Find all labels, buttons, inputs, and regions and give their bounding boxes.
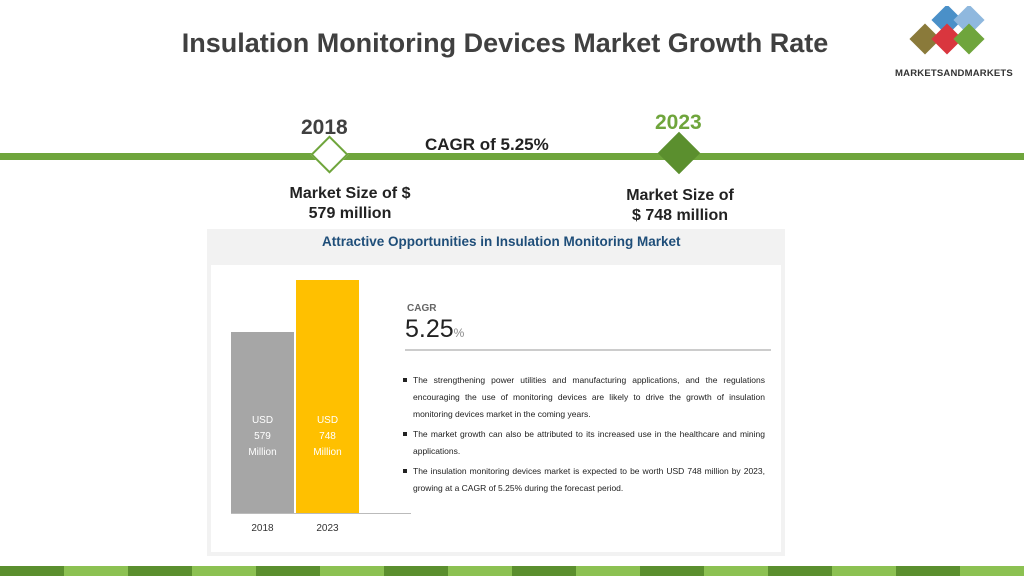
panel-title: Attractive Opportunities in Insulation M…	[322, 234, 681, 249]
opportunities-panel: Attractive Opportunities in Insulation M…	[207, 229, 785, 556]
brand-logo: MARKETSANDMARKETS	[886, 4, 1022, 86]
end-market-size-line1: Market Size of	[626, 187, 734, 204]
timeline-start-marker	[310, 135, 349, 174]
end-market-size-line2: $ 748 million	[631, 207, 729, 224]
brand-name: MARKETSANDMARKETS	[895, 68, 1013, 79]
start-market-size-line2: 579 million	[308, 205, 392, 222]
timeline-end-marker	[657, 131, 701, 175]
bullet-item: The strengthening power utilities and ma…	[399, 372, 765, 423]
bullet-item: The insulation monitoring devices market…	[399, 463, 765, 497]
start-market-size: Market Size of $ 579 million	[275, 184, 425, 224]
slide-title: Insulation Monitoring Devices Market Gro…	[181, 28, 829, 58]
timeline-cagr: CAGR of 5.25%	[425, 135, 549, 154]
bar-value-label: USD 748 Million	[296, 413, 359, 461]
diamond-logo-icon	[909, 4, 985, 55]
bar-value-label: USD 579 Million	[231, 413, 294, 461]
cagr-unit: %	[453, 326, 465, 340]
chart-baseline	[231, 513, 411, 514]
cagr-number: 5.25	[405, 315, 454, 343]
timeline-line	[0, 153, 1024, 160]
end-market-size: Market Size of $ 748 million	[605, 186, 755, 226]
market-bar-chart: USD 579 Million 2018 USD 748 Million 2023	[231, 265, 431, 552]
start-market-size-line1: Market Size of $	[289, 185, 411, 202]
bottom-stripes	[0, 566, 1024, 576]
timeline-end-year: 2023	[655, 111, 702, 134]
bar-value-text: Million	[313, 447, 342, 458]
bar-value-text: 748	[319, 431, 336, 442]
bar-2023: USD 748 Million	[296, 280, 359, 513]
bullet-list: The strengthening power utilities and ma…	[399, 372, 765, 500]
bar-value-text: Million	[248, 447, 277, 458]
x-tick-label: 2018	[251, 523, 274, 534]
bullet-item: The market growth can also be attributed…	[399, 426, 765, 460]
timeline-start-year: 2018	[301, 116, 348, 139]
cagr-divider	[405, 349, 771, 351]
x-tick-label: 2023	[316, 523, 339, 534]
cagr-label: CAGR	[407, 303, 437, 314]
panel-content: USD 579 Million 2018 USD 748 Million 2023 CAGR …	[211, 265, 781, 552]
bar-2018: USD 579 Million	[231, 332, 294, 513]
bar-value-text: USD	[251, 415, 274, 426]
bar-value-text: USD	[316, 415, 339, 426]
bar-value-text: 579	[254, 431, 271, 442]
cagr-value: 5.25%	[405, 315, 464, 344]
